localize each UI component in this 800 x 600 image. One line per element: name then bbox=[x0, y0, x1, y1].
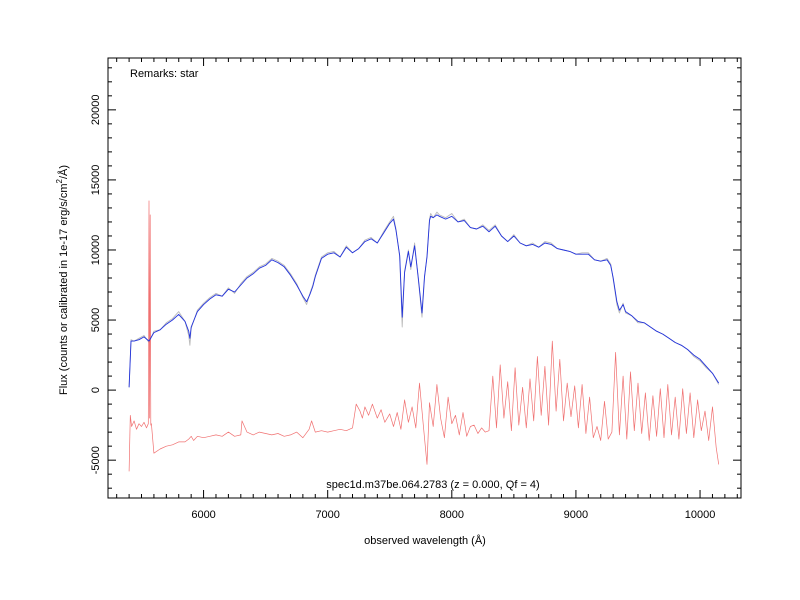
y-tick-label: 5000 bbox=[90, 308, 102, 332]
y-tick-label: 15000 bbox=[90, 165, 102, 196]
x-tick-label: 10000 bbox=[685, 509, 716, 521]
x-tick-label: 6000 bbox=[191, 509, 215, 521]
annotation-spectrum-id: spec1d.m37be.064.2783 (z = 0.000, Qf = 4… bbox=[326, 479, 539, 491]
x-tick-label: 9000 bbox=[564, 509, 588, 521]
x-tick-label: 7000 bbox=[315, 509, 339, 521]
y-axis-title-main: Flux (counts or calibrated in 1e-17 erg/… bbox=[58, 183, 70, 395]
series-raw-line bbox=[128, 211, 720, 388]
y-tick-label: 10000 bbox=[90, 235, 102, 266]
y-axis-title-end: /Å) bbox=[57, 165, 70, 179]
y-tick-label: -5000 bbox=[90, 446, 102, 474]
x-axis-title: observed wavelength (Å) bbox=[364, 534, 486, 547]
y-tick-label: 0 bbox=[90, 387, 102, 393]
annotation-remarks: Remarks: star bbox=[130, 68, 199, 80]
series-layer bbox=[128, 200, 720, 472]
x-tick-label: 8000 bbox=[440, 509, 464, 521]
series-error-line bbox=[128, 200, 720, 472]
y-axis-title: Flux (counts or calibrated in 1e-17 erg/… bbox=[55, 165, 70, 395]
y-axis-title-sup: 2 bbox=[55, 178, 64, 183]
axes-layer: 6000 7000 8000 9000 10000 -5000 0 5000 10000 1500… bbox=[90, 57, 742, 521]
series-smoothed-line bbox=[128, 214, 720, 388]
y-tick-label: 20000 bbox=[90, 95, 102, 126]
